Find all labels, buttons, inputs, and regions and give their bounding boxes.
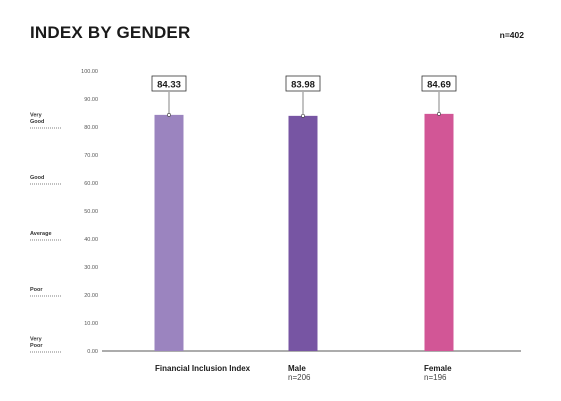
band-label: Average xyxy=(30,231,52,237)
band-label: Poor xyxy=(30,343,43,349)
y-tick-label: 100.00 xyxy=(81,69,98,75)
data-point-marker xyxy=(301,113,305,118)
band-label: Good xyxy=(30,175,44,181)
data-label-box xyxy=(421,75,457,92)
y-tick-label: 50.00 xyxy=(84,209,98,215)
category-sample-size: n=196 xyxy=(424,373,447,382)
band-label: Very xyxy=(30,113,43,119)
bar xyxy=(424,113,454,351)
y-tick-label: 80.00 xyxy=(84,125,98,131)
y-tick-label: 10.00 xyxy=(84,321,98,327)
band-label: Very xyxy=(30,337,43,343)
y-tick-label: 70.00 xyxy=(84,153,98,159)
data-label-box xyxy=(151,75,187,92)
category-sample-size: n=206 xyxy=(288,373,311,382)
band-label: Poor xyxy=(30,287,43,293)
bar xyxy=(154,114,184,351)
category-name: Female xyxy=(424,364,452,373)
y-tick-label: 90.00 xyxy=(84,97,98,103)
sample-size: n=402 xyxy=(499,30,524,40)
category-name: Male xyxy=(288,364,306,373)
data-label: 83.98 xyxy=(291,80,315,91)
y-tick-label: 60.00 xyxy=(84,181,98,187)
y-tick-label: 30.00 xyxy=(84,265,98,271)
data-label: 84.69 xyxy=(427,80,451,91)
data-point-marker xyxy=(437,111,441,116)
y-tick-label: 20.00 xyxy=(84,293,98,299)
band-label: Good xyxy=(30,119,44,125)
y-tick-label: 40.00 xyxy=(84,237,98,243)
category-name: Financial Inclusion Index xyxy=(155,364,251,373)
category-label-financial-inclusion-index: Financial Inclusion Index xyxy=(155,364,255,373)
category-label-female: Female n=196 xyxy=(424,364,484,382)
data-label-box xyxy=(285,75,321,92)
chart-title: INDEX BY GENDER xyxy=(30,23,191,42)
y-tick-label: 0.00 xyxy=(87,349,98,355)
bar xyxy=(288,115,318,351)
data-point-marker xyxy=(167,112,171,117)
data-label: 84.33 xyxy=(157,80,181,91)
category-label-male: Male n=206 xyxy=(288,364,348,382)
